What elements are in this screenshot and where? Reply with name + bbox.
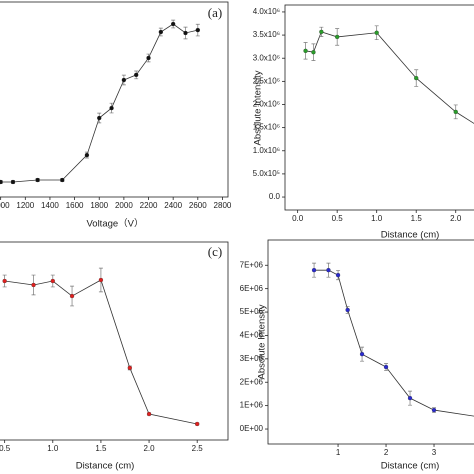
y-tick-label: 4.0x10⁶ [253, 7, 280, 16]
x-tick-label: 1.0 [47, 444, 59, 453]
data-point [146, 55, 151, 61]
data-point [183, 30, 188, 36]
data-point [35, 177, 40, 183]
data-point [127, 365, 132, 371]
data-point [335, 272, 341, 278]
x-tick-label: 1 [336, 448, 341, 457]
plot-frame [284, 4, 474, 211]
data-point [303, 48, 308, 53]
y-tick-label: 3.5x10⁶ [253, 30, 280, 39]
panel-label: (a) [208, 5, 222, 20]
x-tick-label: 0.5 [0, 444, 11, 453]
x-tick-label: 0.0 [292, 214, 304, 223]
x-tick-label: 1.5 [411, 214, 423, 223]
data-line [305, 31, 474, 124]
data-line [4, 279, 198, 425]
data-point [453, 109, 458, 115]
y-tick-label: 6E+06 [240, 284, 264, 293]
y-tick-label: 5.0x10⁵ [253, 169, 280, 178]
data-point [171, 21, 176, 27]
x-tick-label: 1400 [41, 201, 59, 210]
x-tick-label: 3 [432, 448, 437, 457]
x-tick-label: 1800 [90, 201, 108, 210]
x-tick-label: 2600 [189, 201, 207, 210]
x-tick-label: 2.0 [143, 444, 155, 453]
data-point [311, 268, 317, 273]
x-tick-label: 2.5 [192, 444, 204, 453]
data-point [10, 179, 16, 185]
data-line [0, 23, 198, 183]
data-point [146, 411, 152, 417]
x-tick-label: 2000 [115, 201, 133, 210]
data-point [50, 278, 55, 284]
y-tick-label: 5E+06 [240, 307, 264, 316]
y-tick-label: 2.5x10⁶ [253, 76, 280, 85]
x-tick-label: 2800 [214, 201, 232, 210]
data-line [314, 269, 474, 417]
plot-frame [0, 241, 229, 441]
data-point [97, 115, 102, 121]
data-point [407, 395, 413, 401]
data-point [414, 75, 419, 81]
data-point [374, 30, 379, 35]
data-point [326, 268, 331, 273]
data-point [383, 364, 389, 370]
x-tick-label: 1000 [0, 201, 10, 210]
y-tick-label: 1.5x10⁶ [253, 123, 280, 132]
x-tick-label: 1.0 [371, 214, 383, 223]
plot-frame [0, 1, 229, 198]
y-tick-label: 0.0 [269, 192, 281, 201]
data-point [0, 179, 3, 185]
data-point [121, 77, 127, 83]
data-point [31, 282, 36, 288]
x-axis-label: Voltage（V） [86, 218, 143, 230]
x-tick-label: 0.5 [332, 214, 344, 223]
x-tick-label: 2400 [164, 201, 182, 210]
y-axis-label: Absolute Intensity [257, 304, 268, 379]
x-axis-label: Distance (cm) [381, 230, 440, 241]
y-tick-label: 3E+06 [240, 354, 264, 363]
y-tick-label: 7E+06 [240, 260, 264, 269]
x-tick-label: 1600 [66, 201, 84, 210]
data-point [109, 105, 114, 111]
x-tick-label: 1.5 [95, 444, 107, 453]
x-tick-label: 1200 [16, 201, 34, 210]
y-tick-label: 0E+00 [240, 424, 264, 433]
x-axis-label: Distance (cm) [381, 461, 440, 472]
data-point [84, 152, 90, 158]
data-point [319, 29, 324, 34]
data-point [311, 50, 316, 55]
y-tick-label: 3.0x10⁶ [253, 53, 280, 62]
data-point [345, 307, 350, 313]
data-point [134, 72, 139, 78]
data-point [195, 421, 200, 427]
x-tick-label: 2 [384, 448, 389, 457]
y-axis-label: Absolute Intensity [253, 70, 264, 145]
data-point [431, 407, 437, 413]
data-point [359, 352, 365, 357]
data-point [195, 27, 200, 33]
data-point [158, 29, 163, 35]
y-tick-label: 2.0x10⁶ [253, 100, 280, 109]
data-point [335, 34, 340, 40]
y-tick-label: 1E+06 [240, 401, 264, 410]
y-tick-label: 2E+06 [240, 377, 264, 386]
y-tick-label: 1.0x10⁶ [253, 146, 280, 155]
x-axis-label: Distance (cm) [76, 461, 135, 472]
x-tick-label: 2200 [140, 201, 158, 210]
data-point [69, 293, 75, 299]
data-point [2, 278, 7, 284]
panel-label: (c) [208, 244, 222, 259]
plot-frame [267, 239, 474, 445]
x-tick-label: 2.0 [450, 214, 462, 223]
data-point [60, 177, 65, 183]
data-point [98, 277, 104, 283]
y-tick-label: 4E+06 [240, 331, 264, 340]
